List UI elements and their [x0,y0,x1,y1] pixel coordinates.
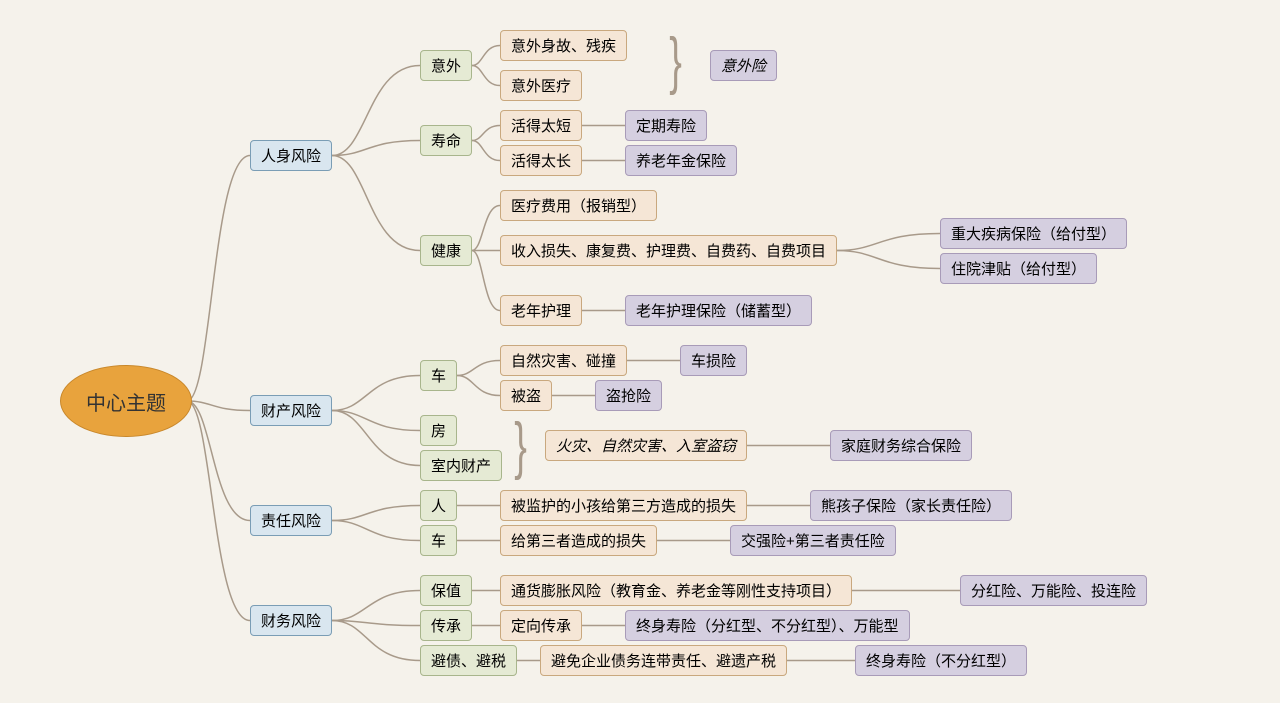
mindmap-node: 老年护理保险（储蓄型） [625,295,812,326]
node-label: 熊孩子保险（家长责任险） [821,495,1001,516]
mindmap-node: 健康 [420,235,472,266]
mindmap-node: 养老年金保险 [625,145,737,176]
mindmap-node: 意外险 [710,50,777,81]
mindmap-node: 被监护的小孩给第三方造成的损失 [500,490,747,521]
node-label: 寿命 [431,130,461,151]
mindmap-node: 车损险 [680,345,747,376]
mindmap-node: 意外医疗 [500,70,582,101]
mindmap-node: 终身寿险（不分红型） [855,645,1027,676]
mindmap-node: 收入损失、康复费、护理费、自费药、自费项目 [500,235,837,266]
node-label: 健康 [431,240,461,261]
mindmap-node: 定期寿险 [625,110,707,141]
node-label: 定向传承 [511,615,571,636]
mindmap-node: 人 [420,490,457,521]
node-label: 住院津贴（给付型） [951,258,1086,279]
node-label: 财务风险 [261,610,321,631]
node-label: 意外 [431,55,461,76]
mindmap-node: 活得太短 [500,110,582,141]
node-label: 意外险 [721,55,766,76]
mindmap-node: 家庭财务综合保险 [830,430,972,461]
mindmap-node: 自然灾害、碰撞 [500,345,627,376]
mindmap-node: 通货膨胀风险（教育金、养老金等刚性支持项目） [500,575,852,606]
mindmap-node: 车 [420,525,457,556]
node-label: 车损险 [691,350,736,371]
mindmap-node: 人身风险 [250,140,332,171]
node-label: 盗抢险 [606,385,651,406]
node-label: 被盗 [511,385,541,406]
node-label: 意外医疗 [511,75,571,96]
mindmap-node: 定向传承 [500,610,582,641]
node-label: 家庭财务综合保险 [841,435,961,456]
mindmap-root: 中心主题 [60,365,192,437]
node-label: 养老年金保险 [636,150,726,171]
mindmap-node: 财产风险 [250,395,332,426]
node-label: 意外身故、残疾 [511,35,616,56]
mindmap-node: 避免企业债务连带责任、避遗产税 [540,645,787,676]
mindmap-node: 盗抢险 [595,380,662,411]
mindmap-node: 责任风险 [250,505,332,536]
mindmap-node: 终身寿险（分红型、不分红型）、万能型 [625,610,910,641]
mindmap-node: 寿命 [420,125,472,156]
node-label: 收入损失、康复费、护理费、自费药、自费项目 [511,240,826,261]
node-label: 给第三者造成的损失 [511,530,646,551]
mindmap-node: 住院津贴（给付型） [940,253,1097,284]
node-label: 通货膨胀风险（教育金、养老金等刚性支持项目） [511,580,841,601]
node-label: 避债、避税 [431,650,506,671]
node-label: 终身寿险（分红型、不分红型）、万能型 [636,615,899,636]
node-label: 人 [431,495,446,516]
node-label: 终身寿险（不分红型） [866,650,1016,671]
node-label: 活得太长 [511,150,571,171]
mindmap-node: 财务风险 [250,605,332,636]
mindmap-node: 房 [420,415,457,446]
node-label: 自然灾害、碰撞 [511,350,616,371]
node-label: 交强险+第三者责任险 [741,530,885,551]
mindmap-node: 给第三者造成的损失 [500,525,657,556]
root-label: 中心主题 [86,387,166,416]
mindmap-node: 意外 [420,50,472,81]
node-label: 医疗费用（报销型） [511,195,646,216]
mindmap-node: 保值 [420,575,472,606]
node-label: 保值 [431,580,461,601]
mindmap-node: 车 [420,360,457,391]
mindmap-node: 交强险+第三者责任险 [730,525,896,556]
mindmap-node: 室内财产 [420,450,502,481]
node-label: 避免企业债务连带责任、避遗产税 [551,650,776,671]
node-label: 室内财产 [431,455,491,476]
mindmap-node: 火灾、自然灾害、入室盗窃 [545,430,747,461]
node-label: 老年护理 [511,300,571,321]
node-label: 车 [431,530,446,551]
mindmap-node: 意外身故、残疾 [500,30,627,61]
mindmap-node: 被盗 [500,380,552,411]
brace: } [669,30,682,90]
node-label: 传承 [431,615,461,636]
mindmap-node: 避债、避税 [420,645,517,676]
node-label: 房 [431,420,446,441]
mindmap-node: 老年护理 [500,295,582,326]
mindmap-node: 活得太长 [500,145,582,176]
node-label: 老年护理保险（储蓄型） [636,300,801,321]
node-label: 分红险、万能险、投连险 [971,580,1136,601]
mindmap-node: 医疗费用（报销型） [500,190,657,221]
node-label: 火灾、自然灾害、入室盗窃 [556,435,736,456]
mindmap-node: 重大疾病保险（给付型） [940,218,1127,249]
mindmap-node: 传承 [420,610,472,641]
node-label: 被监护的小孩给第三方造成的损失 [511,495,736,516]
mindmap-node: 分红险、万能险、投连险 [960,575,1147,606]
node-label: 财产风险 [261,400,321,421]
node-label: 责任风险 [261,510,321,531]
mindmap-node: 熊孩子保险（家长责任险） [810,490,1012,521]
node-label: 车 [431,365,446,386]
node-label: 定期寿险 [636,115,696,136]
node-label: 活得太短 [511,115,571,136]
brace: } [514,415,527,475]
node-label: 重大疾病保险（给付型） [951,223,1116,244]
node-label: 人身风险 [261,145,321,166]
